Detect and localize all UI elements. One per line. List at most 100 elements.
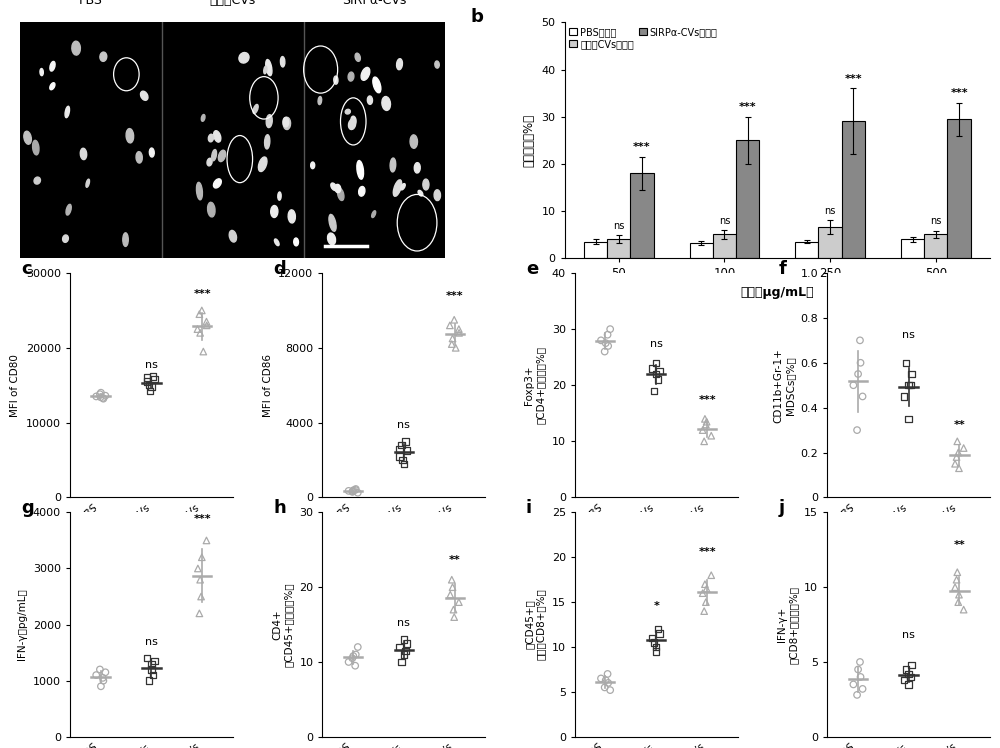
Bar	[842, 121, 865, 258]
Y-axis label: CD4+
在CD45+细胞里（%）: CD4+ 在CD45+细胞里（%）	[272, 582, 294, 667]
Point	[192, 327, 208, 339]
Point	[93, 387, 109, 399]
Point	[648, 368, 664, 380]
Point	[855, 390, 871, 402]
Point	[190, 562, 206, 574]
Ellipse shape	[266, 114, 272, 128]
Ellipse shape	[149, 148, 154, 157]
Point	[648, 357, 664, 369]
Ellipse shape	[126, 129, 134, 143]
Text: ns: ns	[650, 339, 663, 349]
Text: ***: ***	[698, 395, 716, 405]
Point	[350, 487, 366, 499]
Ellipse shape	[283, 117, 291, 129]
Point	[446, 314, 462, 326]
Ellipse shape	[253, 105, 258, 114]
Ellipse shape	[435, 61, 439, 68]
Text: SIRPα-CVs: SIRPα-CVs	[342, 0, 407, 7]
Point	[398, 645, 414, 657]
Y-axis label: 在CD45+细
胞里的CD8+（%）: 在CD45+细 胞里的CD8+（%）	[524, 589, 546, 660]
Ellipse shape	[355, 53, 360, 61]
Ellipse shape	[136, 152, 142, 163]
Ellipse shape	[50, 61, 55, 71]
Text: g: g	[21, 499, 34, 517]
Point	[139, 372, 155, 384]
Text: ns: ns	[397, 420, 410, 430]
Text: 原始的CVs: 原始的CVs	[210, 0, 256, 7]
Point	[195, 346, 211, 358]
Point	[849, 689, 865, 701]
Point	[648, 646, 664, 657]
Ellipse shape	[40, 69, 43, 76]
Ellipse shape	[264, 66, 267, 74]
Text: ns: ns	[902, 630, 915, 640]
Point	[142, 385, 158, 397]
Point	[147, 373, 163, 385]
Point	[350, 641, 366, 653]
Point	[901, 678, 917, 690]
Ellipse shape	[348, 119, 356, 129]
Point	[446, 611, 462, 623]
Point	[949, 574, 965, 586]
Point	[344, 652, 360, 664]
Point	[703, 429, 719, 441]
Point	[347, 484, 363, 496]
Point	[852, 656, 868, 668]
Ellipse shape	[258, 157, 267, 171]
Point	[145, 669, 161, 681]
Point	[442, 589, 458, 601]
Text: ***: ***	[950, 88, 968, 98]
Bar	[607, 239, 630, 258]
Point	[396, 649, 412, 660]
Point	[956, 442, 972, 454]
Point	[699, 416, 715, 428]
Bar	[795, 242, 818, 258]
Point	[391, 450, 407, 462]
Text: ***: ***	[633, 142, 651, 152]
Y-axis label: IFN-γ+
在CD8+细胞里（%）: IFN-γ+ 在CD8+细胞里（%）	[777, 586, 799, 663]
Point	[345, 485, 361, 497]
Text: j: j	[778, 499, 784, 517]
Point	[650, 374, 666, 386]
Ellipse shape	[414, 162, 420, 173]
Point	[92, 388, 108, 400]
Point	[950, 447, 966, 459]
Point	[191, 607, 207, 619]
Point	[88, 390, 104, 402]
Point	[650, 623, 666, 635]
Point	[845, 379, 861, 391]
Point	[444, 338, 460, 350]
Bar	[947, 119, 971, 258]
Text: h: h	[274, 499, 286, 517]
Bar	[584, 242, 607, 258]
Point	[348, 649, 364, 660]
Ellipse shape	[100, 52, 107, 61]
Point	[95, 672, 111, 684]
Text: d: d	[274, 260, 286, 278]
Text: ns: ns	[824, 206, 836, 215]
Point	[395, 454, 411, 466]
Ellipse shape	[328, 233, 336, 245]
Legend: PBS（左）, 原始的CVs（中）, SIRPα-CVs（右）: PBS（左）, 原始的CVs（中）, SIRPα-CVs（右）	[569, 27, 717, 49]
Ellipse shape	[372, 211, 376, 218]
Point	[393, 439, 409, 451]
Point	[93, 391, 109, 403]
Point	[699, 583, 715, 595]
Ellipse shape	[208, 134, 214, 142]
Point	[697, 413, 713, 425]
Ellipse shape	[239, 52, 249, 63]
Point	[345, 650, 361, 662]
Point	[896, 674, 912, 686]
Point	[344, 486, 360, 498]
Ellipse shape	[373, 77, 381, 93]
Point	[850, 663, 866, 675]
Ellipse shape	[280, 57, 285, 67]
Ellipse shape	[266, 60, 272, 76]
Point	[956, 604, 972, 616]
Point	[189, 323, 205, 335]
Ellipse shape	[218, 150, 226, 162]
Bar	[818, 227, 842, 258]
Y-axis label: MFI of CD80: MFI of CD80	[10, 354, 20, 417]
Text: c: c	[21, 260, 32, 278]
Ellipse shape	[214, 131, 221, 142]
